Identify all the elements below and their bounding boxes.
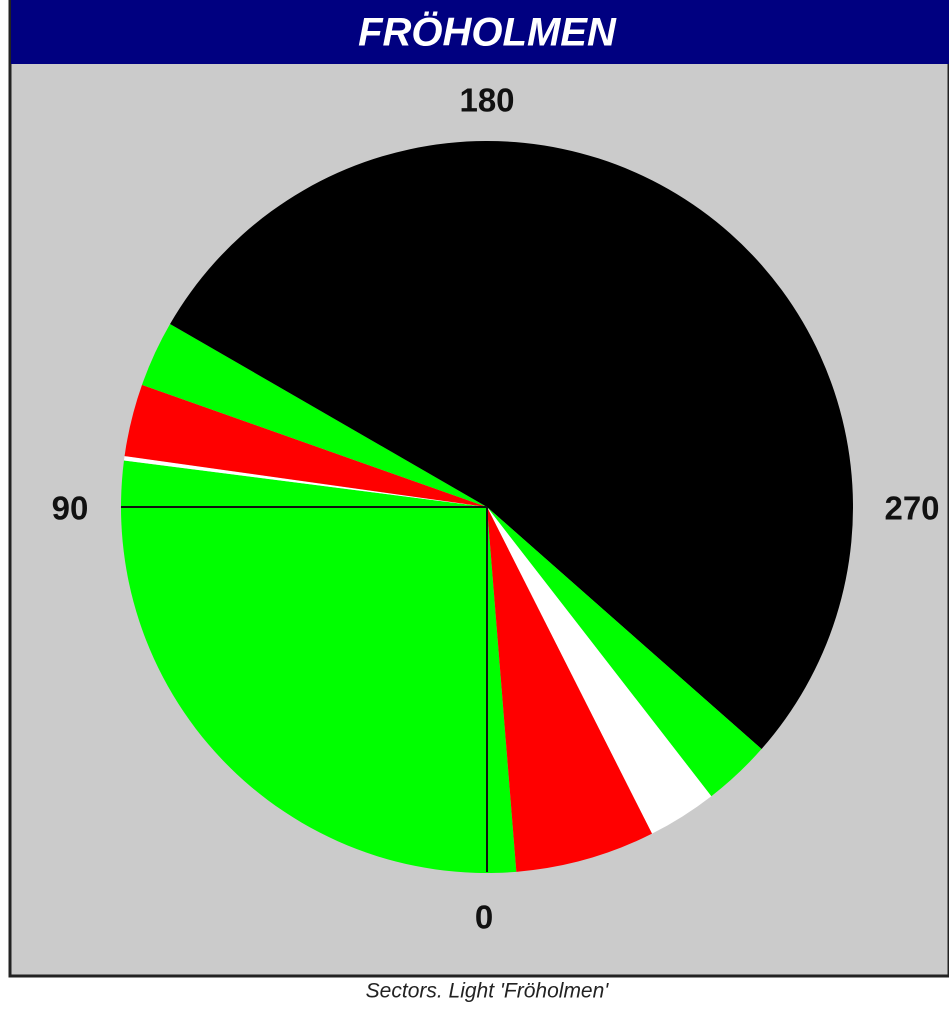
title-bar: [11, 0, 949, 64]
compass-label: 180: [459, 82, 514, 119]
compass-label: 0: [475, 899, 493, 936]
sector: [124, 384, 487, 507]
sectors: [120, 140, 854, 873]
sector: [120, 460, 517, 873]
sector: [487, 507, 712, 834]
sector: [487, 507, 762, 797]
sector: [487, 507, 653, 872]
sector: [123, 456, 487, 507]
caption: Sectors. Light 'Fröholmen': [366, 980, 610, 1003]
title: FRÖHOLMEN: [358, 10, 617, 55]
compass-label: 90: [52, 490, 89, 527]
compass-label: 270: [884, 490, 939, 527]
sector: [170, 140, 854, 750]
sector: [141, 324, 487, 507]
